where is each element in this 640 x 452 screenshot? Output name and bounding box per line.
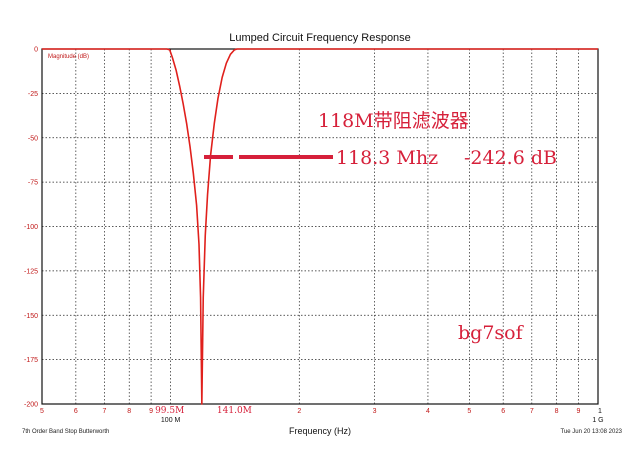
x-tick-label-2: 7 xyxy=(102,408,106,415)
y-tick-label-5: -125 xyxy=(24,268,38,275)
annotation-heading: 118M带阻滤波器 xyxy=(318,110,469,132)
x-tick-label-7: 3 xyxy=(373,408,377,415)
y-tick-label-8: -200 xyxy=(24,402,38,409)
x-tick-label-10: 6 xyxy=(501,408,505,415)
x-axis-label: Frequency (Hz) xyxy=(289,426,351,436)
x-tick-label-4: 9 xyxy=(149,408,153,415)
x-tick-label-11: 7 xyxy=(530,408,534,415)
y-tick-label-6: -150 xyxy=(24,313,38,320)
annotation-readout-db: -242.6 dB xyxy=(464,147,557,169)
x-tick-label-12: 8 xyxy=(555,408,559,415)
y-tick-label-4: -100 xyxy=(24,224,38,231)
annotation-readout-freq: 118.3 Mhz xyxy=(336,147,438,169)
x-tick-label-14: 1 xyxy=(598,408,602,415)
x-tick-label-9: 5 xyxy=(467,408,471,415)
y-tick-label-2: -50 xyxy=(28,135,38,142)
grid-lines xyxy=(42,49,598,404)
x-tick-label-8: 4 xyxy=(426,408,430,415)
y-tick-label-0: 0 xyxy=(34,47,38,54)
x-tick-unit-5: 100 M xyxy=(161,417,181,424)
y-tick-label-7: -175 xyxy=(24,357,38,364)
magnitude-trace xyxy=(42,48,598,405)
y-tick-label-3: -75 xyxy=(28,180,38,187)
x-tick-label-1: 6 xyxy=(74,408,78,415)
y-tick-label-1: -25 xyxy=(28,91,38,98)
frequency-markers: 99.5M 141.0M xyxy=(155,406,252,416)
x-tick-label-3: 8 xyxy=(127,408,131,415)
footer-left: 7th Order Band Stop Butterworth xyxy=(22,429,109,435)
footer-right: Tue Jun 20 13:08 2023 xyxy=(561,429,623,435)
y-tick-labels: 0 -25 -50 -75 -100 -125 -150 -175 -200 xyxy=(24,47,38,409)
marker-label-0: 99.5M xyxy=(155,406,184,416)
chart-title: Lumped Circuit Frequency Response xyxy=(229,32,411,44)
x-tick-label-0: 5 xyxy=(40,408,44,415)
x-tick-label-6: 2 xyxy=(297,408,301,415)
marker-label-1: 141.0M xyxy=(217,406,252,416)
x-tick-unit-14: 1 G xyxy=(592,417,603,424)
x-tick-label-13: 9 xyxy=(576,408,580,415)
x-tick-labels: 5 6 7 8 9 100 M 2 3 4 5 6 7 8 9 1 1 G xyxy=(40,408,604,424)
annotation-author: bg7sof xyxy=(458,322,525,344)
y-axis-unit-label: Magnitude (dB) xyxy=(48,54,89,60)
